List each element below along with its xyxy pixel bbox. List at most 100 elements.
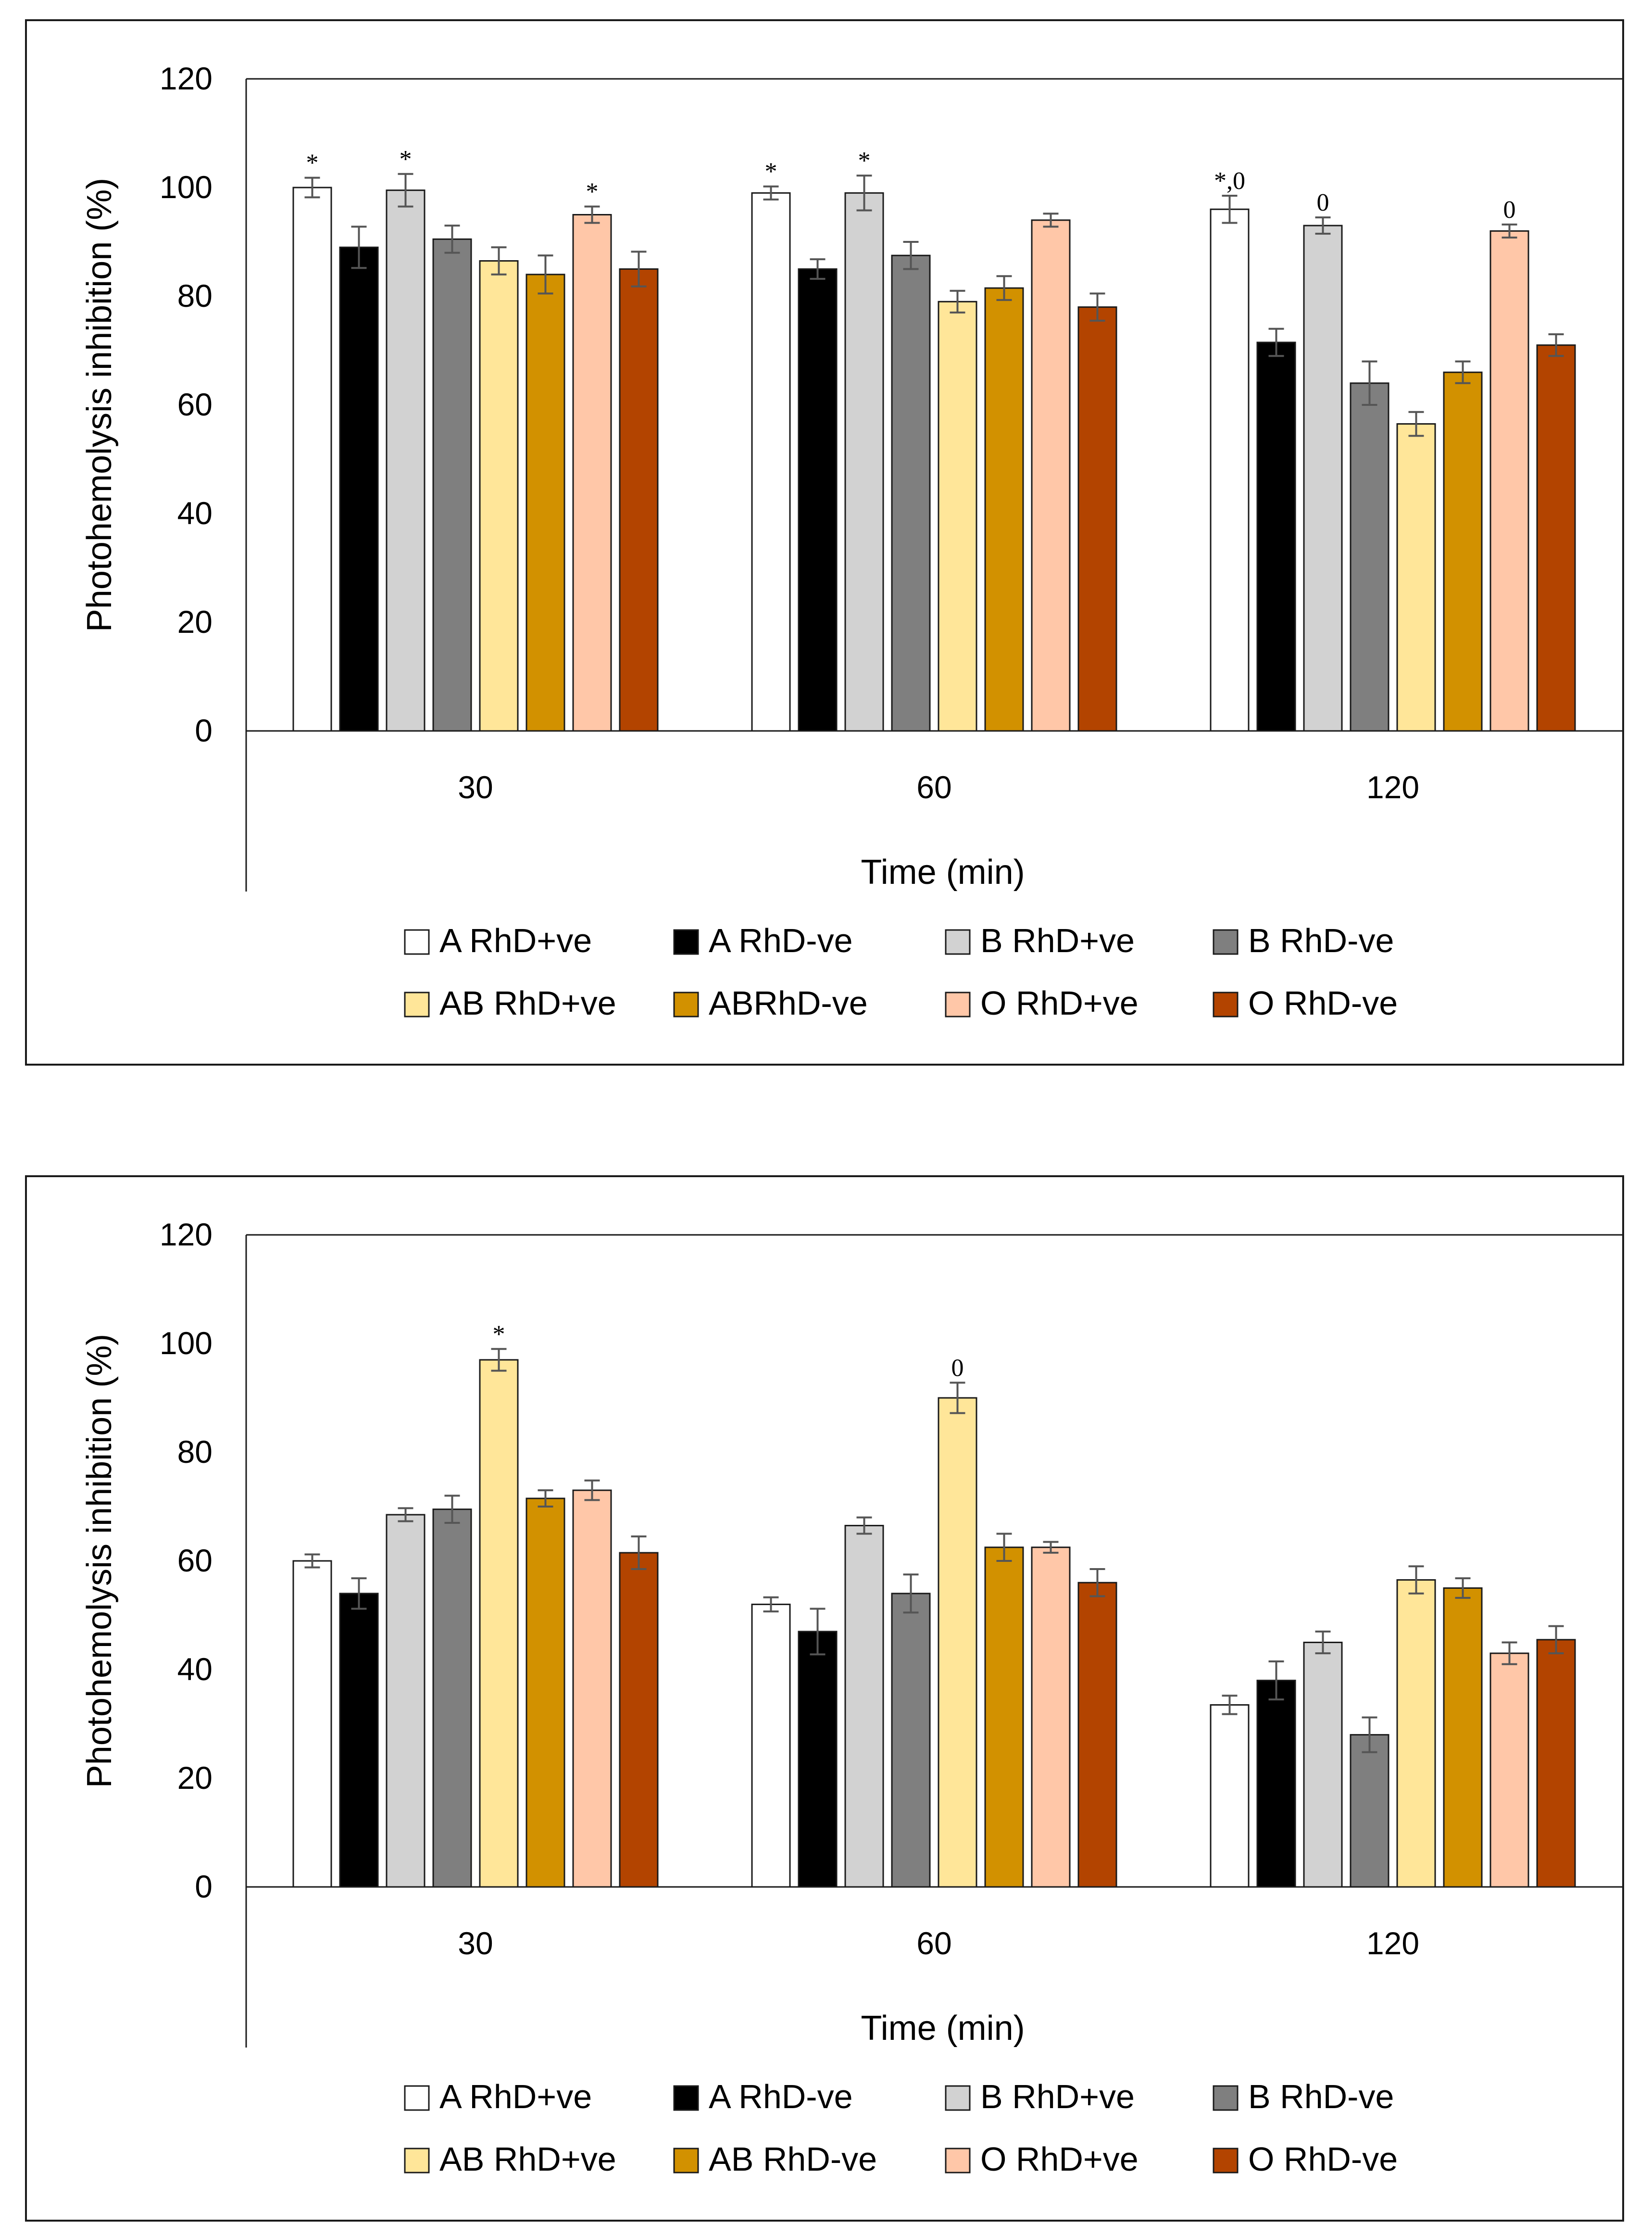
bottom-y-tick-label: 0 (195, 1869, 213, 1904)
top-legend-label: AB RhD+ve (439, 984, 616, 1022)
bottom-bar (479, 1359, 519, 1888)
top-bar (1350, 382, 1389, 732)
top-y-tick-label: 60 (177, 387, 213, 422)
bottom-x-axis-title: Time (min) (861, 2009, 1025, 2048)
bottom-legend-label: O RhD-ve (1248, 2140, 1398, 2178)
top-legend-label: O RhD+ve (980, 984, 1139, 1022)
bottom-bar (1210, 1704, 1250, 1888)
top-bar (1396, 423, 1436, 732)
bottom-bar (844, 1525, 884, 1888)
top-legend-label: B RhD+ve (980, 922, 1135, 959)
bottom-y-tick-label: 80 (177, 1434, 213, 1470)
top-bar (432, 238, 472, 732)
bottom-bar (1256, 1680, 1296, 1888)
top-legend-swatch (404, 992, 430, 1018)
bottom-significance-label: 0 (951, 1354, 964, 1382)
bottom-legend-swatch (945, 2148, 971, 2174)
top-bar (1536, 344, 1576, 732)
bottom-bar (1489, 1652, 1529, 1888)
top-x-tick-label: 120 (1366, 769, 1419, 805)
top-significance-label: * (858, 147, 871, 175)
bottom-x-tick-label: 30 (458, 1925, 493, 1961)
top-legend-swatch (404, 929, 430, 955)
bar-chart-top: 0 20 40 60 80 100 120 Photohemolysis inhibition… (80, 61, 1622, 1022)
top-y-tick-label: 120 (160, 61, 213, 96)
bottom-y-tick-label: 60 (177, 1543, 213, 1578)
bar-chart-bottom: 0 20 40 60 80 100 120 Photohemolysis inhibition… (80, 1217, 1622, 2178)
top-x-tick-label: 30 (458, 769, 493, 805)
top-significance-label: 0 (1317, 189, 1329, 216)
bottom-y-tick-label: 20 (177, 1760, 213, 1796)
top-bar (844, 192, 884, 732)
top-legend-label: O RhD-ve (1248, 984, 1398, 1022)
top-bar (1489, 230, 1529, 732)
top-bar (339, 246, 379, 732)
bottom-x-tick-label: 120 (1366, 1925, 1419, 1961)
top-bar (751, 192, 791, 732)
top-bar (479, 260, 519, 732)
top-bar (386, 189, 426, 732)
top-y-tick-label: 80 (177, 278, 213, 314)
bottom-y-axis-title: Photohemolysis inhibition (%) (80, 1334, 119, 1788)
top-y-tick-label: 20 (177, 604, 213, 640)
bottom-bar (572, 1489, 612, 1888)
bottom-bar (1031, 1546, 1071, 1888)
top-significance-label: 0 (1503, 196, 1516, 224)
bottom-legend-swatch (673, 2085, 699, 2111)
top-bar (1256, 341, 1296, 732)
bottom-legend-label: A RhD+ve (439, 2078, 592, 2115)
bottom-bar (619, 1552, 659, 1888)
bottom-bar (432, 1508, 472, 1888)
top-bar (572, 214, 612, 732)
bottom-legend-label: O RhD+ve (980, 2140, 1139, 2178)
top-bar (798, 268, 838, 732)
top-y-tick-label: 100 (160, 169, 213, 205)
bottom-bar (339, 1593, 379, 1888)
bottom-legend-swatch (1213, 2148, 1239, 2174)
bottom-bar (798, 1631, 838, 1888)
top-legend-swatch (945, 929, 971, 955)
top-bar (984, 287, 1024, 732)
top-legend-swatch (945, 992, 971, 1018)
top-legend-label: ABRhD-ve (709, 984, 868, 1022)
top-legend-label: A RhD+ve (439, 922, 592, 959)
top-bar (292, 187, 332, 732)
top-bar (938, 301, 977, 732)
bottom-bar (751, 1603, 791, 1888)
top-legend-label: B RhD-ve (1248, 922, 1394, 959)
top-bar (1443, 371, 1483, 732)
top-legend-swatch (1213, 929, 1239, 955)
bottom-y-tick-label: 40 (177, 1651, 213, 1687)
bottom-legend-label: AB RhD-ve (709, 2140, 877, 2178)
top-bar (1303, 225, 1343, 732)
top-bar (619, 268, 659, 732)
bottom-legend-label: A RhD-ve (709, 2078, 853, 2115)
top-x-tick-label: 60 (916, 769, 951, 805)
top-significance-label: * (400, 146, 412, 173)
bottom-bar (1443, 1587, 1483, 1888)
top-y-axis-title: Photohemolysis inhibition (%) (80, 178, 119, 632)
top-bar (1077, 306, 1117, 732)
bottom-bar (891, 1593, 931, 1888)
bottom-bar (292, 1560, 332, 1888)
bottom-bar (386, 1514, 426, 1888)
top-x-axis-title: Time (min) (861, 853, 1025, 892)
top-significance-label: *,0 (1214, 167, 1245, 195)
top-y-tick-label: 0 (195, 713, 213, 748)
top-significance-label: * (306, 150, 319, 177)
top-y-tick-label: 40 (177, 495, 213, 531)
bottom-legend-swatch (673, 2148, 699, 2174)
bottom-significance-label: * (493, 1320, 505, 1348)
bottom-legend-label: B RhD-ve (1248, 2078, 1394, 2115)
top-significance-label: * (765, 158, 777, 186)
top-bar (1031, 219, 1071, 732)
bottom-legend-swatch (404, 2148, 430, 2174)
bottom-legend-label: B RhD+ve (980, 2078, 1135, 2115)
chart-panel-top: 0 20 40 60 80 100 120 Photohemolysis inhibition… (25, 19, 1624, 1066)
top-significance-label: * (586, 178, 599, 206)
top-legend-label: A RhD-ve (709, 922, 853, 959)
bottom-legend-swatch (1213, 2085, 1239, 2111)
top-bar (1210, 208, 1250, 732)
top-legend-swatch (673, 929, 699, 955)
bottom-legend-swatch (945, 2085, 971, 2111)
